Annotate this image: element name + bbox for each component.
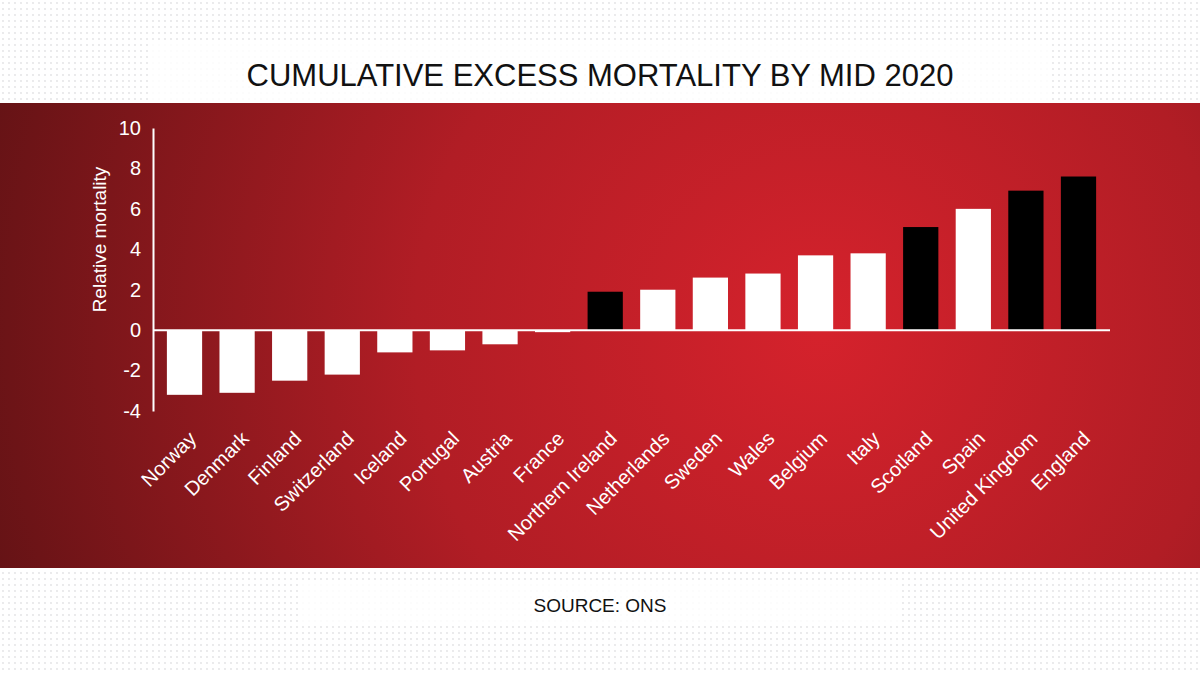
y-axis-line [153, 129, 155, 412]
y-tick-label: 4 [130, 238, 141, 260]
x-tick: Belgium [765, 425, 832, 494]
x-tick-label: Portugal [395, 427, 463, 495]
baseline [153, 329, 1110, 331]
x-tick: Portugal [395, 425, 463, 495]
x-tick-label: Austria [456, 427, 516, 487]
title: CUMULATIVE EXCESS MORTALITY BY MID 2020 [247, 58, 954, 93]
bar [903, 227, 938, 330]
bar [1061, 177, 1096, 331]
x-tick: England [1027, 425, 1094, 495]
y-tick: -2 [123, 359, 153, 381]
y-tick: 6 [130, 198, 153, 220]
y-tick-label: 2 [130, 279, 141, 301]
y-axis: -4 -2 0 2 4 6 8 10 [119, 117, 154, 422]
bar [377, 330, 412, 352]
y-tick-label: 8 [130, 157, 141, 179]
y-tick-label: -4 [123, 400, 141, 422]
x-tick-label: Scotland [866, 427, 937, 498]
source-backdrop [300, 580, 900, 625]
y-tick: 2 [130, 279, 153, 301]
bar [219, 330, 254, 393]
x-tick: Denmark [180, 425, 254, 500]
x-tick: Sweden [659, 425, 726, 494]
x-tick-label: Netherlands [582, 427, 674, 519]
bar [851, 253, 886, 330]
bar [325, 330, 360, 374]
bar [745, 274, 780, 331]
bar [272, 330, 307, 381]
bar [956, 209, 991, 330]
x-tick: Italy [842, 425, 883, 469]
y-tick: 0 [130, 319, 153, 341]
x-tick: United Kingdom [925, 425, 1041, 543]
y-tick-label: -2 [123, 359, 141, 381]
x-tick-label: England [1027, 427, 1094, 494]
x-tick-label: Italy [842, 427, 883, 468]
chart: CUMULATIVE EXCESS MORTALITY BY MID 2020 S… [0, 0, 1200, 673]
panel [0, 103, 1200, 568]
y-tick-label: 10 [119, 117, 141, 139]
x-tick-label: Sweden [659, 427, 726, 494]
y-tick: 10 [119, 117, 153, 139]
title-backdrop [150, 40, 1050, 100]
x-tick-label: Belgium [765, 427, 832, 494]
x-tick: Switzerland [269, 425, 358, 516]
bar [430, 330, 465, 350]
x-tick-label: Switzerland [269, 427, 358, 516]
y-tick-label: 0 [130, 319, 141, 341]
bar [798, 255, 833, 330]
y-tick: 4 [130, 238, 153, 260]
y-tick: -4 [123, 400, 153, 422]
y-tick-label: 6 [130, 198, 141, 220]
y-axis-title: Relative mortality [89, 166, 110, 312]
bar [1008, 191, 1043, 330]
bar [167, 330, 202, 395]
source: SOURCE: ONS [533, 595, 666, 616]
x-tick: Netherlands [582, 425, 674, 519]
background [0, 0, 1200, 673]
x-tick: Scotland [866, 425, 937, 498]
bar [482, 330, 517, 344]
x-tick-label: United Kingdom [925, 427, 1041, 543]
x-axis: NorwayDenmarkFinlandSwitzerlandIcelandPo… [137, 425, 1094, 545]
x-tick: Austria [456, 425, 516, 487]
y-tick: 8 [130, 157, 153, 179]
bar [588, 292, 623, 330]
bars [167, 177, 1096, 395]
x-tick-label: Denmark [180, 427, 254, 501]
bar [693, 278, 728, 331]
bar [640, 290, 675, 330]
